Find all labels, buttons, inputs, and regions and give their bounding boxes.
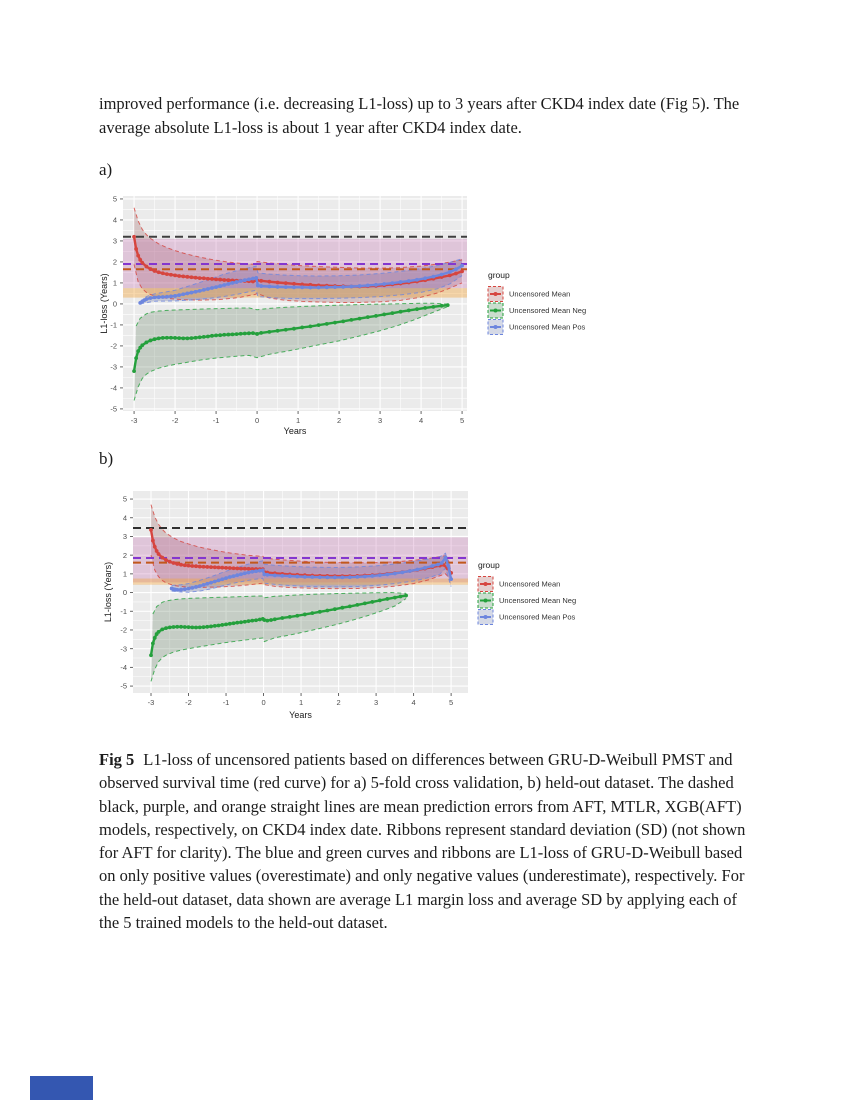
svg-text:0: 0 xyxy=(113,300,117,309)
curve-pos-a xyxy=(139,264,463,304)
svg-text:3: 3 xyxy=(378,416,382,425)
legend-label-b: Uncensored Mean xyxy=(499,580,560,589)
svg-text:1: 1 xyxy=(299,698,303,707)
legend-label-a: Uncensored Mean Pos xyxy=(509,323,586,332)
x-axis-title-a: Years xyxy=(284,426,307,436)
plot-area-a xyxy=(123,196,467,411)
legend-label-b: Uncensored Mean Neg xyxy=(499,596,576,605)
svg-text:-1: -1 xyxy=(110,321,117,330)
svg-text:4: 4 xyxy=(419,416,423,425)
svg-text:5: 5 xyxy=(123,495,127,504)
svg-text:5: 5 xyxy=(460,416,464,425)
svg-text:-3: -3 xyxy=(148,698,155,707)
svg-text:-5: -5 xyxy=(110,405,117,414)
svg-text:-1: -1 xyxy=(223,698,230,707)
figure-b-label: b) xyxy=(99,449,114,468)
figure-caption: Fig 5 L1-loss of uncensored patients base… xyxy=(99,748,759,934)
svg-text:-4: -4 xyxy=(110,384,117,393)
svg-text:-2: -2 xyxy=(185,698,192,707)
svg-text:3: 3 xyxy=(123,532,127,541)
ribbon-neg-a xyxy=(134,303,448,401)
band-XGB-SD-a xyxy=(123,288,467,298)
svg-text:-3: -3 xyxy=(131,416,138,425)
chart-a-canvas: -3 -2 -1 0 1 2 3 4 5 5 4 3 2 1 0 -1 -2 -3 -4 -5 Years L1-loss… xyxy=(99,195,586,436)
svg-text:0: 0 xyxy=(123,588,127,597)
svg-text:-2: -2 xyxy=(172,416,179,425)
svg-text:-3: -3 xyxy=(110,363,117,372)
svg-text:-2: -2 xyxy=(110,342,117,351)
svg-text:3: 3 xyxy=(113,237,117,246)
svg-text:-2: -2 xyxy=(120,626,127,635)
caption-fig-number: Fig 5 xyxy=(99,750,135,769)
svg-text:1: 1 xyxy=(296,416,300,425)
svg-text:0: 0 xyxy=(255,416,259,425)
svg-text:-5: -5 xyxy=(120,682,127,691)
chart-a: -3 -2 -1 0 1 2 3 4 5 5 4 3 2 1 0 -1 -2 -3 -4 -5 Years L1-loss… xyxy=(99,190,759,442)
x-axis-title-b: Years xyxy=(289,710,312,720)
svg-text:2: 2 xyxy=(337,416,341,425)
legend-title-b: group xyxy=(478,560,500,570)
chart-b-canvas: -3 -2 -1 0 1 2 3 4 5 5 4 3 2 1 0 -1 -2 -3 -4 -5 Years L1-loss… xyxy=(103,491,576,720)
svg-text:-4: -4 xyxy=(120,663,127,672)
svg-text:4: 4 xyxy=(123,513,127,522)
band-XGB-SD-b xyxy=(133,578,468,585)
svg-text:1: 1 xyxy=(113,279,117,288)
svg-text:2: 2 xyxy=(113,258,117,267)
legend-label-a: Uncensored Mean Neg xyxy=(509,306,586,315)
chart-b: -3 -2 -1 0 1 2 3 4 5 5 4 3 2 1 0 -1 -2 -3 -4 -5 Years L1-loss… xyxy=(99,478,759,728)
svg-text:2: 2 xyxy=(336,698,340,707)
svg-text:3: 3 xyxy=(374,698,378,707)
y-axis-title-b: L1-loss (Years) xyxy=(103,562,113,622)
legend-label-b: Uncensored Mean Pos xyxy=(499,613,576,622)
svg-text:5: 5 xyxy=(449,698,453,707)
figure-a-label: a) xyxy=(99,160,113,179)
caption-text: L1-loss of uncensored patients based on … xyxy=(99,750,746,933)
svg-text:1: 1 xyxy=(123,569,127,578)
svg-text:5: 5 xyxy=(113,195,117,204)
svg-text:2: 2 xyxy=(123,551,127,560)
svg-text:4: 4 xyxy=(113,216,117,225)
svg-text:-1: -1 xyxy=(120,607,127,616)
intro-paragraph: improved performance (i.e. decreasing L1… xyxy=(99,94,740,137)
legend-title-a: group xyxy=(488,270,510,280)
svg-text:-1: -1 xyxy=(213,416,220,425)
svg-text:4: 4 xyxy=(412,698,416,707)
ribbon-pos-a xyxy=(140,258,463,304)
svg-text:0: 0 xyxy=(261,698,265,707)
footer-blue-block xyxy=(30,1076,93,1100)
y-axis-title-a: L1-loss (Years) xyxy=(99,273,109,333)
plot-area-b xyxy=(133,491,468,693)
legend-label-a: Uncensored Mean xyxy=(509,290,570,299)
ribbon-pos-b xyxy=(171,553,452,593)
svg-text:-3: -3 xyxy=(120,644,127,653)
